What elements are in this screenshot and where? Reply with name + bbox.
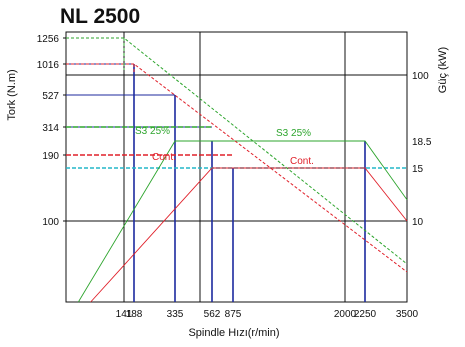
y-right-tick-label: 100	[412, 71, 429, 82]
grid	[66, 32, 407, 302]
y-axis-left-label: Tork (N.m)	[6, 69, 18, 120]
series-layer	[66, 37, 408, 303]
y-left-tick-label: 190	[42, 151, 59, 162]
torque-curve-green	[66, 37, 408, 265]
y-left-tick-label: 1256	[37, 34, 60, 45]
x-tick-label: 2000	[334, 309, 357, 320]
y-left-tick-label: 1016	[37, 60, 60, 71]
chart-title: NL 2500	[60, 5, 140, 28]
y-left-tick-label: 314	[42, 123, 59, 134]
x-tick-label: 141	[116, 309, 133, 320]
label-cont-left: Cont.	[152, 152, 176, 163]
x-tick-label: 3500	[396, 309, 419, 320]
x-tick-label: 875	[225, 309, 242, 320]
power-curve-red	[90, 167, 408, 303]
y-left-tick-label: 100	[42, 217, 59, 228]
y-axis-right-label: Güç (kW)	[437, 47, 449, 93]
plot-frame	[65, 31, 408, 303]
y-right-tick-label: 10	[412, 217, 424, 228]
x-tick-label: 188	[126, 309, 143, 320]
y-left-tick-label: 527	[42, 91, 59, 102]
x-axis-label: Spindle Hızı(r/min)	[188, 327, 279, 339]
power-curve-green	[77, 140, 408, 303]
x-tick-label: 335	[167, 309, 184, 320]
label-cont-right: Cont.	[290, 156, 314, 167]
y-right-tick-label: 18.5	[412, 137, 432, 148]
label-s3-right: S3 25%	[276, 128, 311, 139]
x-tick-label: 562	[204, 309, 221, 320]
label-s3-left: S3 25%	[135, 126, 170, 137]
x-tick-label: 2250	[354, 309, 377, 320]
y-right-tick-label: 15	[412, 164, 424, 175]
